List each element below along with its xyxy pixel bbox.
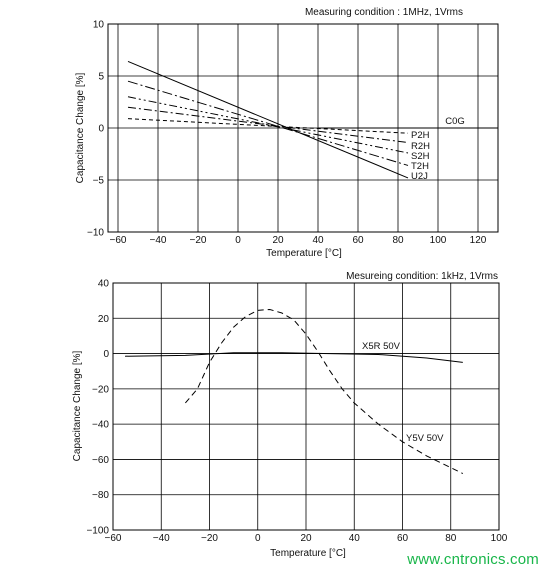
chart-2-xtick-label: 40 bbox=[349, 533, 361, 544]
chart-2-ytick-label: −60 bbox=[92, 455, 109, 466]
watermark-text: www.cntronics.com bbox=[407, 551, 539, 568]
chart-2: Mesureing condition: 1kHz, 1Vrms −60 −40−… bbox=[72, 271, 508, 559]
chart-1-title: Measuring condition : 1MHz, 1Vrms bbox=[305, 7, 463, 18]
chart-1-xtick-label: −40 bbox=[150, 235, 167, 246]
chart-2-ylabel: Capacitance Change [%] bbox=[72, 350, 83, 461]
chart-2-xlabel: Temperature [°C] bbox=[270, 548, 346, 559]
chart-1-ytick-label: −10 bbox=[87, 228, 104, 239]
chart-1-xtick-label: −20 bbox=[190, 235, 207, 246]
chart-1-ytick-label: −5 bbox=[93, 176, 105, 187]
chart-1-ylabel: Capacitance Change [%] bbox=[75, 72, 86, 183]
chart-1-ytick-label: 0 bbox=[98, 124, 104, 135]
chart-1-series-label-p2h: P2H bbox=[411, 130, 430, 141]
chart-1-ytick-label: 10 bbox=[93, 20, 105, 31]
chart-1-ytick-label: 5 bbox=[98, 72, 104, 83]
chart-1: Measuring condition : 1MHz, 1Vrms −60 −40… bbox=[75, 7, 499, 259]
chart-2-xtick-label: −60 bbox=[105, 533, 122, 544]
chart-2-ticks: −60 −40 −20 0 20 40 60 80 100 −100 −80 −60 −40 −20 0 20… bbox=[86, 279, 507, 545]
chart-1-series-label-u2j: U2J bbox=[411, 171, 428, 182]
chart-1-series-s2h bbox=[127, 96, 409, 154]
chart-2-series bbox=[125, 308, 464, 474]
chart-2-xtick-label: −20 bbox=[201, 533, 218, 544]
chart-1-ticks: −60 −40 −20 0 20 40 60 80 100 120 −10 −5 0 5 10 bbox=[87, 20, 487, 247]
chart-1-xtick-label: −60 bbox=[110, 235, 127, 246]
chart-2-series-label-y5v: Y5V 50V bbox=[406, 433, 444, 444]
chart-1-xtick-label: 40 bbox=[312, 235, 324, 246]
chart-2-series-label-x5r: X5R 50V bbox=[362, 341, 401, 352]
chart-2-ytick-label: 20 bbox=[98, 314, 110, 325]
chart-2-xtick-label: 80 bbox=[445, 533, 457, 544]
chart-1-series-u2j bbox=[127, 60, 409, 179]
chart-1-xtick-label: 120 bbox=[470, 235, 487, 246]
chart-2-ytick-label: −100 bbox=[86, 526, 109, 537]
chart-2-title: Mesureing condition: 1kHz, 1Vrms bbox=[346, 271, 498, 282]
chart-2-ytick-label: −20 bbox=[92, 384, 109, 395]
chart-2-ytick-label: 40 bbox=[98, 279, 110, 290]
chart-2-grid bbox=[112, 282, 500, 531]
chart-1-xlabel: Temperature [°C] bbox=[266, 248, 342, 259]
chart-1-series-label-t2h: T2H bbox=[411, 161, 429, 172]
chart-2-xtick-label: −40 bbox=[153, 533, 170, 544]
chart-1-xtick-label: 60 bbox=[352, 235, 364, 246]
chart-1-xtick-label: 0 bbox=[235, 235, 241, 246]
chart-2-ytick-label: −80 bbox=[92, 490, 109, 501]
chart-1-xtick-label: 80 bbox=[392, 235, 404, 246]
chart-2-xtick-label: 0 bbox=[255, 533, 261, 544]
chart-1-series-r2h bbox=[127, 106, 409, 144]
chart-1-xtick-label: 100 bbox=[430, 235, 447, 246]
chart-1-series-label-s2h: S2H bbox=[411, 151, 430, 162]
chart-1-group-label: C0G bbox=[445, 116, 465, 127]
chart-1-series bbox=[127, 60, 409, 179]
chart-2-xtick-label: 100 bbox=[491, 533, 508, 544]
chart-2-ytick-label: −40 bbox=[92, 420, 109, 431]
chart-1-series-p2h bbox=[127, 118, 409, 134]
chart-2-ytick-label: 0 bbox=[103, 349, 109, 360]
chart-2-series-x5r-50v bbox=[125, 352, 463, 363]
chart-2-xtick-label: 20 bbox=[300, 533, 312, 544]
chart-1-series-label-r2h: R2H bbox=[411, 141, 430, 152]
chart-2-xtick-label: 60 bbox=[397, 533, 409, 544]
chart-1-xtick-label: 20 bbox=[272, 235, 284, 246]
chart-1-series-t2h bbox=[127, 80, 409, 166]
chart-2-series-y5v-50v bbox=[184, 308, 464, 474]
